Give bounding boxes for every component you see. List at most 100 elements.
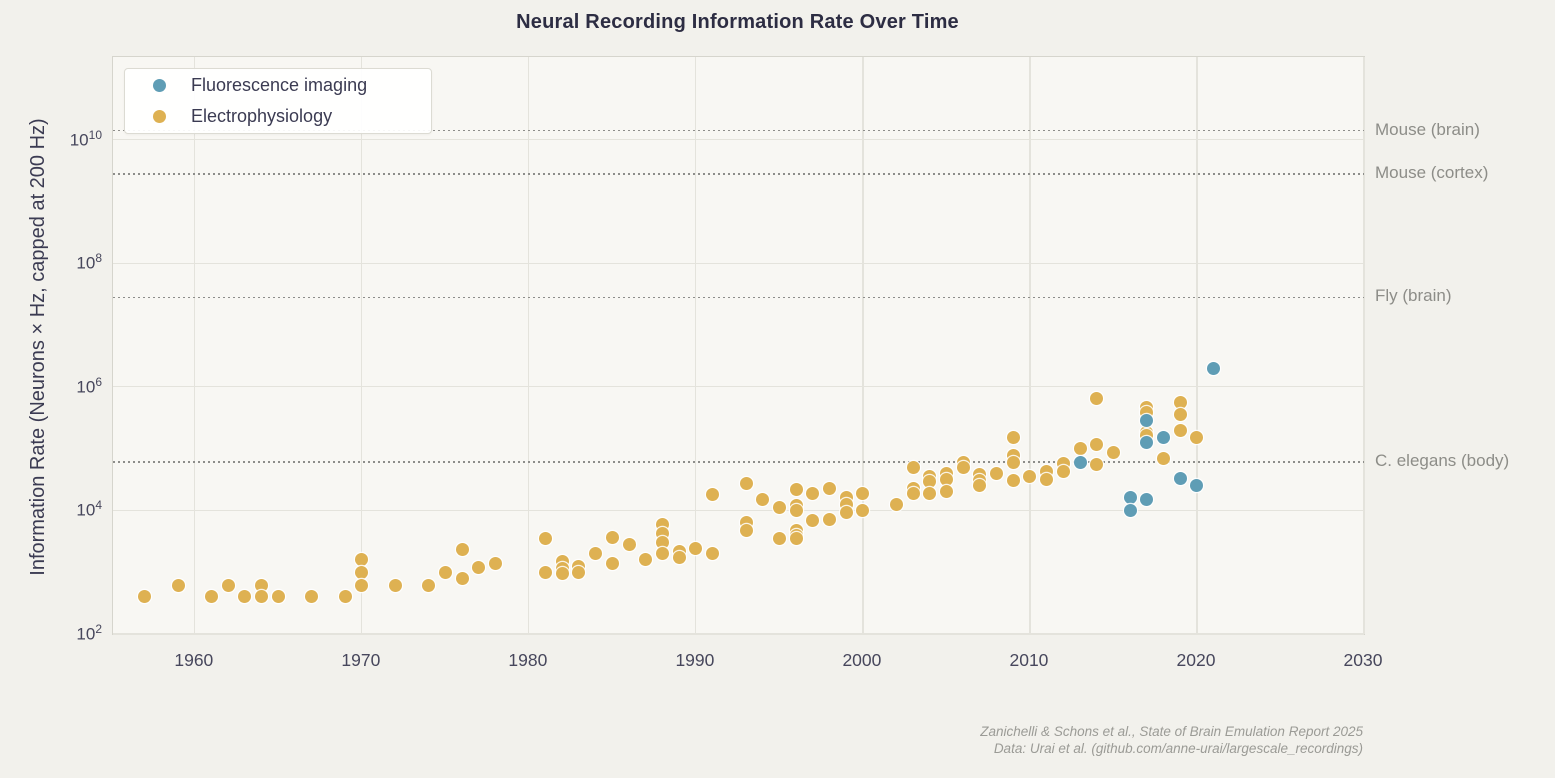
gridline-x-1960: [194, 57, 196, 634]
data-point: [388, 579, 402, 593]
data-point: [739, 477, 753, 491]
data-point: [923, 486, 937, 500]
data-point: [806, 514, 820, 528]
data-point: [1157, 431, 1171, 445]
data-point: [772, 501, 786, 515]
legend-label: Fluorescence imaging: [191, 75, 368, 95]
data-point: [706, 547, 720, 561]
gridline-y-1e10: [113, 139, 1364, 141]
data-point: [1173, 423, 1187, 437]
data-point: [1157, 451, 1171, 465]
x-tick-label: 2030: [1343, 650, 1383, 670]
data-point: [138, 590, 152, 604]
data-point: [990, 466, 1004, 480]
data-point: [772, 532, 786, 546]
data-point: [171, 579, 185, 593]
y-tick-label: 106: [76, 374, 102, 397]
y-tick-label: 102: [76, 622, 102, 644]
data-point: [639, 553, 653, 567]
reference-line: [113, 172, 1364, 175]
data-point: [856, 486, 870, 500]
data-point: [221, 579, 235, 593]
x-tick-label: 1980: [508, 650, 548, 670]
data-point: [589, 547, 603, 561]
data-point: [1173, 396, 1187, 410]
data-point: [823, 481, 837, 495]
data-point: [939, 472, 953, 486]
data-point: [338, 590, 352, 604]
gridline-x-2010: [1029, 57, 1031, 634]
data-point: [806, 486, 820, 500]
data-point: [789, 532, 803, 546]
reference-line-label: Mouse (cortex): [1375, 162, 1489, 182]
data-point: [739, 524, 753, 538]
data-point: [1123, 491, 1137, 505]
data-point: [305, 590, 319, 604]
data-point: [622, 538, 636, 552]
data-point: [756, 493, 770, 507]
data-point: [1040, 472, 1054, 486]
chart-title: Neural Recording Information Rate Over T…: [516, 11, 959, 33]
legend: Fluorescence imaging Electrophysiology: [124, 68, 432, 134]
data-point: [1173, 407, 1187, 421]
x-tick-label: 2020: [1176, 650, 1216, 670]
data-point: [1190, 479, 1204, 493]
data-point: [656, 547, 669, 561]
gridline-x-1990: [695, 57, 697, 634]
data-point: [1090, 458, 1104, 472]
gridline-x-2000: [862, 57, 864, 634]
data-point: [605, 556, 619, 570]
legend-item-fluorescence: Fluorescence imaging: [125, 73, 431, 99]
data-point: [906, 461, 920, 475]
plot-area: [112, 56, 1365, 635]
data-point: [889, 497, 903, 511]
data-point: [572, 565, 586, 579]
data-point: [856, 503, 870, 517]
data-point: [255, 590, 269, 604]
footer-citation-line-2: Data: Urai et al. (github.com/anne-urai/…: [993, 740, 1363, 756]
data-point: [1090, 438, 1104, 452]
x-tick-label: 2010: [1009, 650, 1049, 670]
data-point: [1006, 431, 1020, 445]
data-point: [355, 553, 369, 567]
legend-item-electrophysiology: Electrophysiology: [125, 104, 431, 130]
data-point: [1173, 471, 1187, 485]
gridline-y-1e4: [113, 509, 1364, 511]
data-point: [238, 590, 252, 604]
legend-label: Electrophysiology: [191, 106, 333, 126]
data-point: [1140, 493, 1154, 507]
data-point: [672, 551, 686, 565]
data-point: [205, 590, 219, 604]
data-point: [1190, 431, 1204, 445]
data-point: [839, 505, 853, 519]
data-point: [539, 532, 553, 546]
x-tick-label: 2000: [842, 650, 882, 670]
data-point: [1073, 442, 1087, 456]
data-point: [422, 579, 436, 593]
data-point: [656, 536, 669, 550]
reference-line: [113, 129, 1364, 132]
x-tick-label: 1970: [341, 650, 381, 670]
y-tick-label: 1010: [69, 127, 102, 150]
data-point: [906, 487, 920, 501]
electrophysiology-dot-icon: [153, 110, 166, 123]
gridline-x-1980: [528, 57, 530, 634]
data-point: [923, 475, 937, 489]
data-point: [472, 560, 486, 574]
data-point: [789, 482, 803, 496]
data-point: [1207, 361, 1221, 375]
data-point: [1140, 436, 1154, 450]
fluorescence-dot-icon: [153, 79, 166, 92]
data-point: [1106, 446, 1120, 460]
data-point: [1073, 455, 1087, 469]
gridline-x-2020: [1196, 57, 1198, 634]
data-point: [555, 567, 569, 581]
data-point: [488, 556, 502, 570]
data-point: [973, 479, 987, 493]
data-point: [1006, 455, 1020, 469]
y-tick-label: 104: [76, 498, 102, 521]
reference-line: [113, 296, 1364, 299]
gridline-x-2030: [1363, 57, 1365, 634]
reference-line-label: C. elegans (body): [1375, 451, 1510, 471]
